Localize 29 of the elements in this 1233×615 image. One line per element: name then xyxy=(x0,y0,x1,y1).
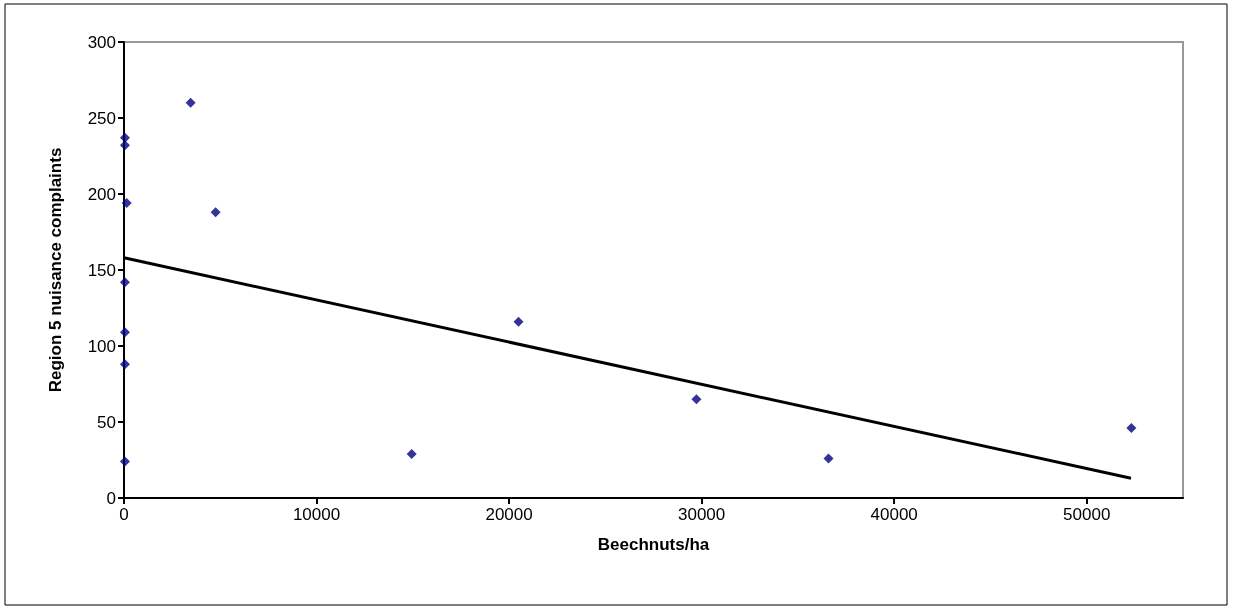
y-tick-label: 100 xyxy=(87,336,116,356)
x-tick-label: 0 xyxy=(119,505,129,524)
point xyxy=(119,327,130,338)
x-tick-label: 30000 xyxy=(678,505,726,524)
point xyxy=(119,140,130,151)
x-tick-label: 20000 xyxy=(485,505,533,524)
x-tick-label: 10000 xyxy=(292,505,341,524)
point xyxy=(1126,423,1137,434)
y-tick-label: 200 xyxy=(87,184,116,204)
y-tick-label: 300 xyxy=(87,32,116,52)
x-tick-label: 50000 xyxy=(1063,505,1111,524)
point xyxy=(119,456,130,467)
point xyxy=(513,316,524,327)
point xyxy=(823,453,834,464)
point xyxy=(119,277,130,288)
point xyxy=(691,394,702,405)
point xyxy=(210,207,221,218)
point xyxy=(119,359,130,370)
x-axis-title: Beechnuts/ha xyxy=(597,535,710,554)
y-tick-label: 0 xyxy=(106,488,116,508)
y-tick-label: 150 xyxy=(87,260,116,280)
x-tick-label: 40000 xyxy=(870,505,918,524)
y-tick-label: 250 xyxy=(87,108,116,128)
point xyxy=(119,132,130,143)
y-tick-label: 50 xyxy=(97,412,116,432)
point xyxy=(185,97,196,108)
y-axis-title: Region 5 nuisance complaints xyxy=(46,147,65,393)
point xyxy=(406,448,417,459)
point xyxy=(121,198,132,209)
